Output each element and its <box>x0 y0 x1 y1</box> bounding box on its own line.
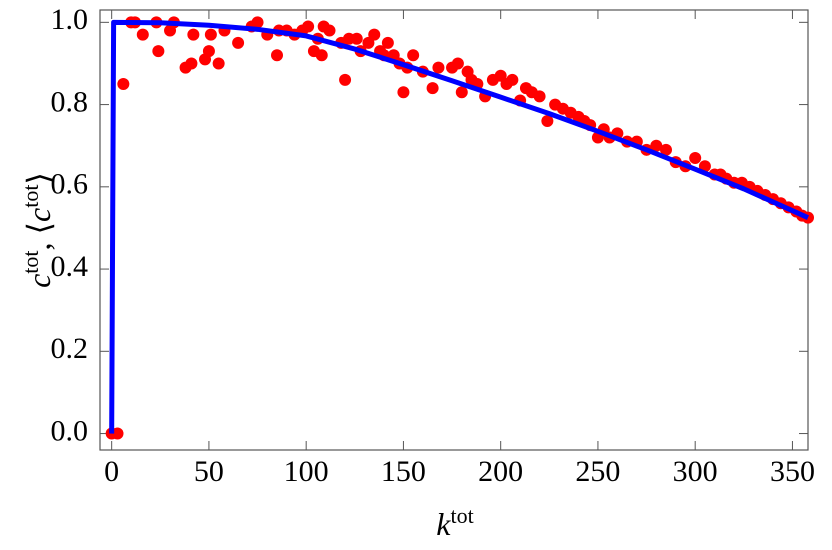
x-tick-label: 150 <box>381 455 426 488</box>
line-series <box>109 19 810 434</box>
x-tick-label: 200 <box>478 455 523 488</box>
x-tick-label: 350 <box>770 455 815 488</box>
y-tick-label: 0.6 <box>51 168 89 201</box>
x-tick-label: 300 <box>673 455 718 488</box>
scatter-point <box>432 61 445 74</box>
scatter-point <box>111 427 124 440</box>
y-tick-label: 0.2 <box>51 332 89 365</box>
scatter-point <box>660 143 673 156</box>
y-axis-label-part: c <box>21 208 57 222</box>
x-axis-label: ktot <box>436 503 473 542</box>
y-axis-label: ctot, ⟨ctot⟩ <box>18 172 57 288</box>
y-axis-label-part: tot <box>18 250 43 273</box>
scatter-point <box>689 152 702 165</box>
scatter-point <box>650 139 663 152</box>
y-axis-label-part: , ⟨ <box>21 222 57 250</box>
scatter-point <box>541 115 554 128</box>
y-axis-label-part: tot <box>18 185 43 208</box>
plot-frame <box>99 9 809 451</box>
x-tick-label: 0 <box>104 455 119 488</box>
scatter-point <box>212 57 225 70</box>
scatter-point <box>315 49 328 62</box>
scatter-point <box>350 32 363 45</box>
y-tick-label: 0.4 <box>51 250 89 283</box>
scatter-point <box>368 28 381 41</box>
scatter-point <box>407 49 420 62</box>
scatter-point <box>506 73 519 86</box>
scatter-point <box>202 45 215 58</box>
scatter-point <box>323 24 336 37</box>
scatter-point <box>152 45 165 58</box>
scatter-point <box>187 28 200 41</box>
scatter-point <box>117 78 130 91</box>
scatter-point <box>381 36 394 49</box>
y-tick-label: 0.8 <box>51 85 89 118</box>
y-tick-label: 1.0 <box>51 3 89 36</box>
y-axis-label-part: c <box>21 274 57 288</box>
x-tick-label: 100 <box>284 455 329 488</box>
scatter-point <box>339 73 352 86</box>
y-tick-label: 0.0 <box>51 414 89 447</box>
x-axis-label-part: k <box>436 506 451 542</box>
scatter-point <box>232 36 245 49</box>
x-tick-label: 50 <box>194 455 224 488</box>
y-axis-label-part: ⟩ <box>21 172 57 184</box>
scatter-point <box>185 57 198 70</box>
scatter-point <box>204 28 217 41</box>
x-tick-label: 250 <box>575 455 620 488</box>
scatter-point <box>426 82 439 95</box>
scatter-point <box>251 16 264 29</box>
x-axis-label-part: tot <box>450 503 473 528</box>
scatter-point <box>302 20 315 33</box>
scatter-point <box>136 28 149 41</box>
scatter-point <box>455 86 468 99</box>
scatter-point <box>533 90 546 103</box>
scatter-point <box>271 49 283 62</box>
scatter-point <box>451 57 464 70</box>
scatter-point <box>397 86 410 99</box>
